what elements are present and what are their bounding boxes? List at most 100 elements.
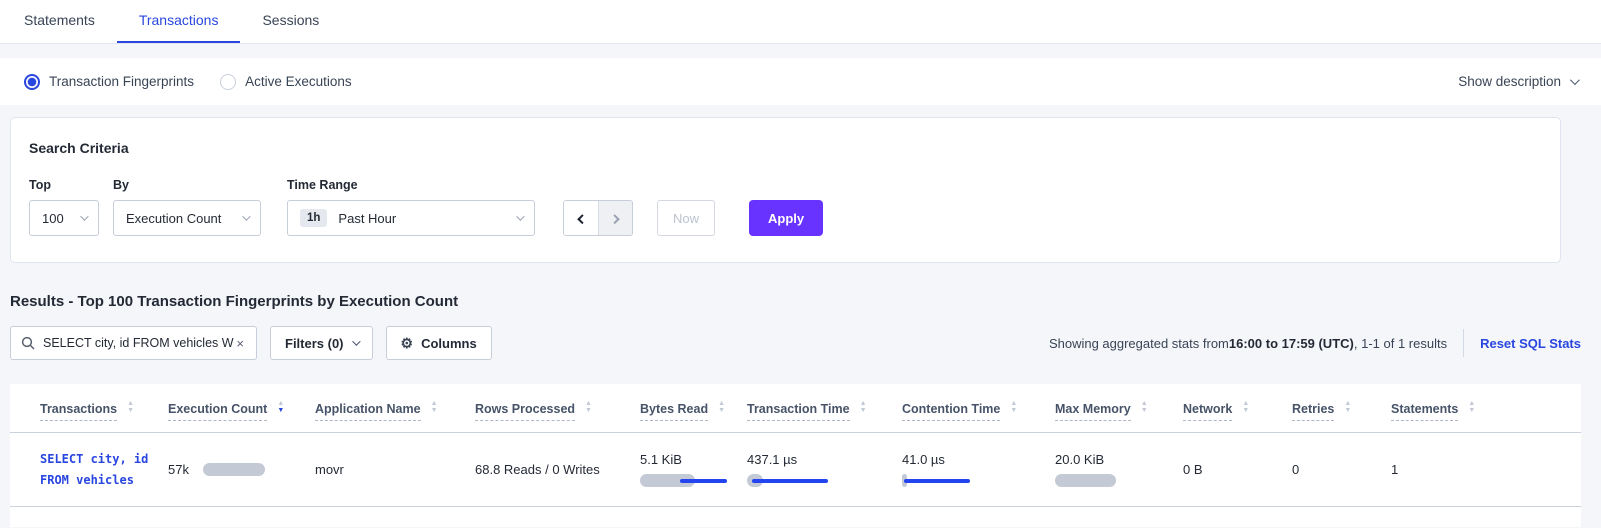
show-description-label: Show description bbox=[1458, 74, 1561, 89]
statements-value: 1 bbox=[1391, 461, 1399, 477]
max-memory-value: 20.0 KiB bbox=[1055, 452, 1105, 467]
by-label: By bbox=[113, 178, 129, 192]
col-application-name[interactable]: Application Name bbox=[315, 402, 421, 421]
sort-icon-active-desc[interactable]: ▲ ▼ bbox=[277, 400, 285, 414]
radio-active-executions[interactable]: Active Executions bbox=[220, 73, 352, 90]
transaction-fingerprint-link[interactable]: SELECT city, id FROM vehicles bbox=[40, 449, 160, 491]
divider bbox=[1463, 329, 1465, 357]
top-select-value: 100 bbox=[42, 210, 64, 226]
chevron-down-icon bbox=[80, 212, 89, 221]
col-bytes-read[interactable]: Bytes Read bbox=[640, 402, 709, 421]
col-execution-count[interactable]: Execution Count bbox=[168, 402, 268, 421]
time-range-prev-button[interactable] bbox=[564, 201, 598, 235]
reset-sql-stats-link[interactable]: Reset SQL Stats bbox=[1480, 335, 1581, 351]
sort-icon[interactable]: ▲ ▼ bbox=[859, 400, 867, 414]
execution-count-value: 57k bbox=[168, 462, 189, 477]
results-toolbar: × Filters (0) ⚙ Columns Showing aggregat… bbox=[10, 326, 1581, 360]
top-label: Top bbox=[29, 178, 51, 192]
sort-icon[interactable]: ▲ ▼ bbox=[127, 400, 135, 414]
stats-prefix: Showing aggregated stats from bbox=[1048, 335, 1229, 351]
time-range-label: Time Range bbox=[287, 178, 358, 192]
by-field: By Execution Count bbox=[113, 178, 261, 236]
by-select-value: Execution Count bbox=[126, 210, 222, 226]
sort-icon[interactable]: ▲ ▼ bbox=[1344, 400, 1352, 414]
col-statements[interactable]: Statements bbox=[1391, 402, 1459, 421]
time-range-arrows bbox=[563, 200, 633, 236]
chevron-down-icon bbox=[351, 337, 361, 346]
stats-suffix: , 1-1 of 1 results bbox=[1353, 335, 1448, 351]
search-criteria-title: Search Criteria bbox=[29, 140, 129, 156]
search-input[interactable] bbox=[43, 336, 235, 350]
tab-transactions[interactable]: Transactions bbox=[116, 0, 241, 43]
bytes-read-value: 5.1 KiB bbox=[640, 452, 682, 467]
chevron-down-icon bbox=[242, 212, 251, 221]
columns-label: Columns bbox=[421, 335, 477, 351]
time-range-badge: 1h bbox=[300, 209, 328, 227]
now-button[interactable]: Now bbox=[657, 200, 716, 236]
contention-time-bar bbox=[902, 474, 992, 487]
network-value: 0 B bbox=[1183, 461, 1203, 477]
sql-line-2: FROM vehicles bbox=[40, 472, 134, 487]
application-name-value: movr bbox=[315, 461, 344, 477]
view-mode-band: Transaction Fingerprints Active Executio… bbox=[0, 58, 1601, 105]
results-heading: Results - Top 100 Transaction Fingerprin… bbox=[10, 293, 459, 310]
radio-unselected-icon bbox=[220, 73, 237, 90]
apply-button[interactable]: Apply bbox=[749, 200, 824, 236]
radio-transaction-fingerprints[interactable]: Transaction Fingerprints bbox=[24, 73, 195, 90]
col-rows-processed[interactable]: Rows Processed bbox=[475, 402, 576, 421]
time-range-select[interactable]: 1h Past Hour bbox=[287, 200, 535, 236]
time-range-field: Time Range 1h Past Hour bbox=[287, 178, 535, 236]
radio-label: Transaction Fingerprints bbox=[49, 74, 195, 89]
execution-count-bar bbox=[202, 463, 265, 476]
top-select[interactable]: 100 bbox=[29, 200, 99, 236]
chevron-down-icon bbox=[1569, 75, 1580, 86]
rows-processed-value: 68.8 Reads / 0 Writes bbox=[475, 461, 600, 477]
sort-icon[interactable]: ▲ ▼ bbox=[1468, 400, 1476, 414]
radio-selected-icon bbox=[24, 73, 40, 90]
filters-button[interactable]: Filters (0) bbox=[270, 326, 373, 360]
sort-icon[interactable]: ▲ ▼ bbox=[718, 400, 726, 414]
chevron-left-icon bbox=[576, 213, 587, 224]
show-description-toggle[interactable]: Show description bbox=[1458, 74, 1580, 89]
table-row: SELECT city, id FROM vehicles 57k movr 6… bbox=[10, 433, 1581, 507]
sort-icon[interactable]: ▲ ▼ bbox=[1010, 400, 1018, 414]
search-icon bbox=[21, 336, 35, 350]
radio-label: Active Executions bbox=[245, 74, 352, 89]
clear-search-icon[interactable]: × bbox=[236, 335, 244, 351]
gear-icon: ⚙ bbox=[400, 335, 414, 351]
stats-range: 16:00 to 17:59 (UTC) bbox=[1228, 335, 1354, 351]
col-retries[interactable]: Retries bbox=[1292, 402, 1335, 421]
col-network[interactable]: Network bbox=[1183, 402, 1233, 421]
filters-label: Filters (0) bbox=[285, 335, 344, 351]
col-transactions[interactable]: Transactions bbox=[40, 402, 118, 421]
sort-icon[interactable]: ▲ ▼ bbox=[430, 400, 438, 414]
transaction-time-bar bbox=[747, 474, 837, 487]
tab-statements[interactable]: Statements bbox=[24, 12, 95, 28]
bytes-read-bar bbox=[640, 474, 730, 487]
retries-value: 0 bbox=[1292, 461, 1300, 477]
col-transaction-time[interactable]: Transaction Time bbox=[747, 402, 850, 421]
aggregated-stats-note: Showing aggregated stats from 16:00 to 1… bbox=[1049, 336, 1447, 351]
columns-button[interactable]: ⚙ Columns bbox=[385, 326, 492, 360]
sort-icon[interactable]: ▲ ▼ bbox=[1242, 400, 1250, 414]
sort-icon[interactable]: ▲ ▼ bbox=[585, 400, 592, 414]
by-select[interactable]: Execution Count bbox=[113, 200, 261, 236]
sql-search-box[interactable]: × bbox=[10, 326, 257, 360]
contention-time-value: 41.0 µs bbox=[902, 452, 945, 467]
sql-activity-tabbar: Statements Transactions Sessions bbox=[0, 0, 1601, 44]
search-criteria-card: Search Criteria Top 100 By Execution Cou… bbox=[10, 117, 1561, 263]
max-memory-bar bbox=[1055, 474, 1145, 487]
sql-line-1: SELECT city, id bbox=[40, 451, 149, 466]
col-contention-time[interactable]: Contention Time bbox=[902, 402, 1001, 421]
time-range-value: Past Hour bbox=[338, 210, 397, 226]
chevron-down-icon bbox=[516, 212, 525, 221]
tab-sessions[interactable]: Sessions bbox=[262, 12, 320, 28]
transaction-time-value: 437.1 µs bbox=[747, 452, 798, 467]
top-field: Top 100 bbox=[29, 178, 99, 236]
chevron-right-icon bbox=[609, 213, 620, 224]
table-header-row: Transactions ▲ ▼ Execution Count ▲ ▼ Applica… bbox=[10, 384, 1581, 433]
transactions-table: Transactions ▲ ▼ Execution Count ▲ ▼ Applica… bbox=[10, 384, 1581, 527]
sort-icon[interactable]: ▲ ▼ bbox=[1140, 400, 1148, 414]
col-max-memory[interactable]: Max Memory bbox=[1055, 402, 1131, 421]
time-range-next-button[interactable] bbox=[598, 201, 632, 235]
